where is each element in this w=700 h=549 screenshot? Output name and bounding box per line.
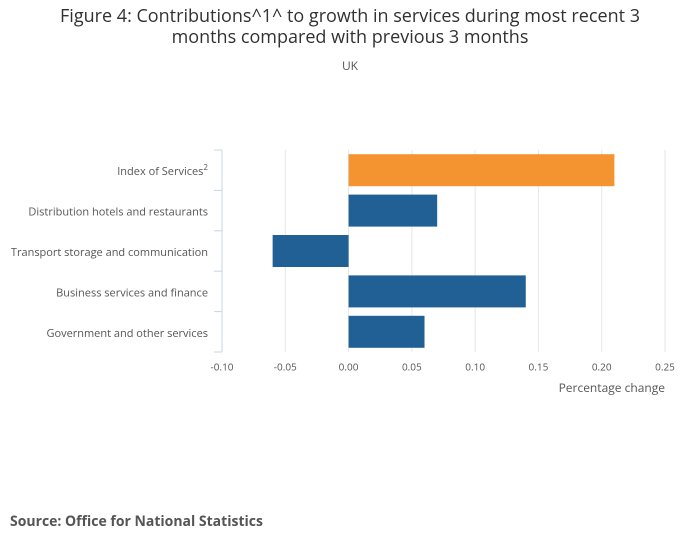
x-tick-label: 0.05 (402, 360, 422, 374)
category-label: Distribution hotels and restaurants (28, 205, 208, 220)
x-axis-title: Percentage change (559, 379, 666, 396)
category-label: Transport storage and communication (11, 245, 208, 260)
y-tick-label: Government and other services (46, 326, 208, 341)
bar (348, 194, 438, 227)
bar (272, 235, 349, 267)
chart-title: Figure 4: Contributions^1^ to growth in … (59, 4, 640, 49)
category-label: Business services and finance (56, 285, 208, 300)
chart-subtitle: UK (341, 57, 359, 74)
x-tick-label: -0.10 (211, 360, 234, 374)
category-label: Index of Services (117, 164, 203, 179)
bar (348, 275, 526, 308)
x-tick-label: 0.15 (529, 360, 549, 374)
y-tick-label: Transport storage and communication (11, 245, 208, 260)
x-tick-label: 0.00 (339, 360, 359, 374)
x-tick-label: -0.05 (274, 360, 297, 374)
bar (348, 315, 425, 348)
category-superscript: 2 (203, 162, 208, 173)
y-tick-label: Distribution hotels and restaurants (28, 205, 208, 220)
source-note: Source: Office for National Statistics (10, 512, 263, 531)
y-tick-label: Business services and finance (56, 285, 208, 300)
x-tick-label: 0.10 (465, 360, 485, 374)
y-tick-label: Index of Services2 (117, 162, 208, 179)
bar (348, 154, 615, 187)
x-tick-label: 0.25 (655, 360, 675, 374)
category-label: Government and other services (46, 326, 208, 341)
x-tick-label: 0.20 (592, 360, 612, 374)
